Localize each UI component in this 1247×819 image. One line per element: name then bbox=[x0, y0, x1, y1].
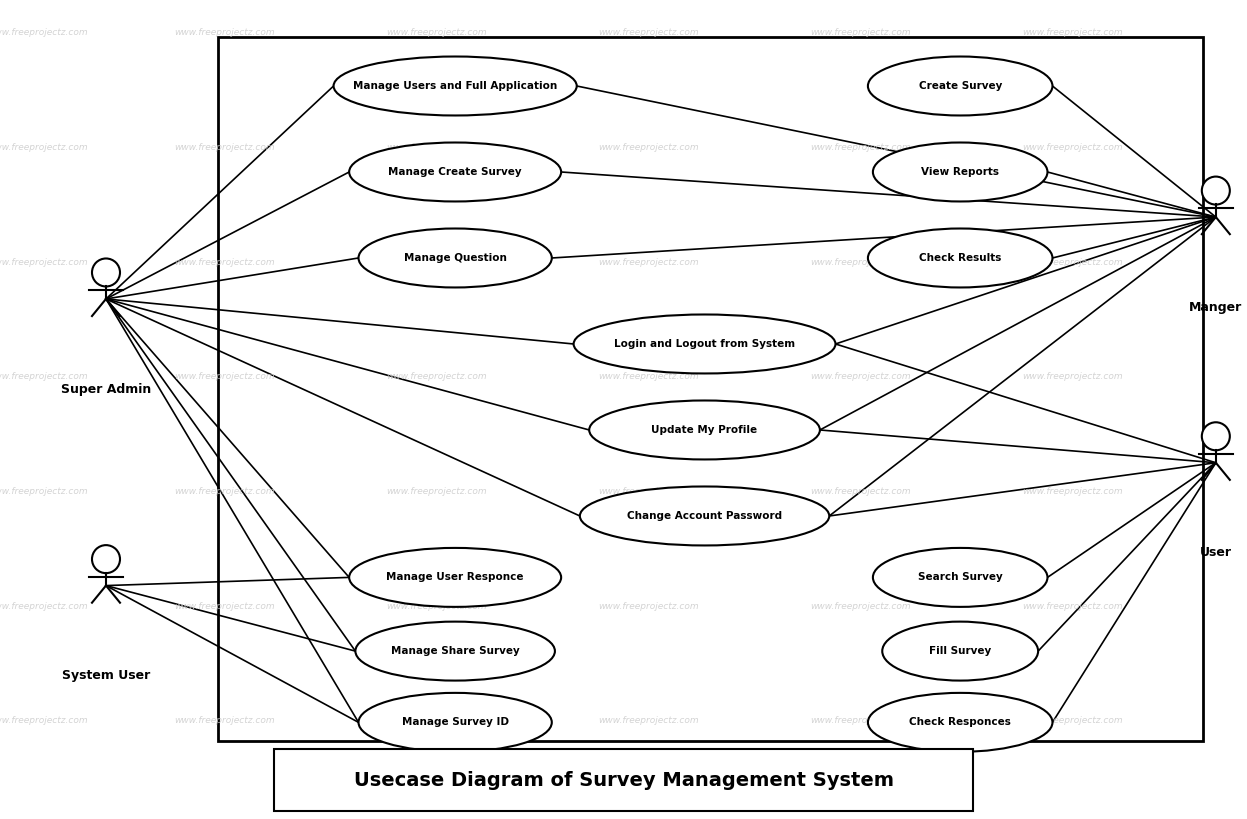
Text: www.freeprojectz.com: www.freeprojectz.com bbox=[175, 717, 274, 725]
Text: www.freeprojectz.com: www.freeprojectz.com bbox=[175, 29, 274, 37]
Text: www.freeprojectz.com: www.freeprojectz.com bbox=[175, 602, 274, 610]
Text: www.freeprojectz.com: www.freeprojectz.com bbox=[599, 602, 698, 610]
Text: www.freeprojectz.com: www.freeprojectz.com bbox=[387, 143, 486, 152]
Text: Fill Survey: Fill Survey bbox=[929, 646, 991, 656]
Text: Change Account Password: Change Account Password bbox=[627, 511, 782, 521]
Text: www.freeprojectz.com: www.freeprojectz.com bbox=[1023, 143, 1122, 152]
Text: www.freeprojectz.com: www.freeprojectz.com bbox=[811, 143, 910, 152]
Text: www.freeprojectz.com: www.freeprojectz.com bbox=[387, 29, 486, 37]
Text: www.freeprojectz.com: www.freeprojectz.com bbox=[0, 717, 87, 725]
Text: www.freeprojectz.com: www.freeprojectz.com bbox=[599, 143, 698, 152]
Text: Manage Create Survey: Manage Create Survey bbox=[388, 167, 522, 177]
Ellipse shape bbox=[574, 314, 835, 373]
Text: www.freeprojectz.com: www.freeprojectz.com bbox=[811, 602, 910, 610]
Text: Manage Share Survey: Manage Share Survey bbox=[390, 646, 520, 656]
Text: www.freeprojectz.com: www.freeprojectz.com bbox=[387, 717, 486, 725]
Text: Usecase Diagram of Survey Management System: Usecase Diagram of Survey Management Sys… bbox=[353, 771, 894, 790]
Text: Create Survey: Create Survey bbox=[919, 81, 1001, 91]
Ellipse shape bbox=[92, 545, 120, 573]
Ellipse shape bbox=[1202, 177, 1230, 205]
Text: www.freeprojectz.com: www.freeprojectz.com bbox=[387, 373, 486, 381]
Text: www.freeprojectz.com: www.freeprojectz.com bbox=[387, 602, 486, 610]
Text: www.freeprojectz.com: www.freeprojectz.com bbox=[1023, 258, 1122, 266]
Text: www.freeprojectz.com: www.freeprojectz.com bbox=[0, 29, 87, 37]
Text: www.freeprojectz.com: www.freeprojectz.com bbox=[1023, 717, 1122, 725]
Text: System User: System User bbox=[62, 669, 150, 682]
Text: Login and Logout from System: Login and Logout from System bbox=[614, 339, 796, 349]
Text: www.freeprojectz.com: www.freeprojectz.com bbox=[811, 487, 910, 495]
Text: Update My Profile: Update My Profile bbox=[651, 425, 758, 435]
Text: User: User bbox=[1200, 546, 1232, 559]
Text: www.freeprojectz.com: www.freeprojectz.com bbox=[387, 487, 486, 495]
Ellipse shape bbox=[359, 229, 551, 287]
Text: www.freeprojectz.com: www.freeprojectz.com bbox=[811, 373, 910, 381]
Text: www.freeprojectz.com: www.freeprojectz.com bbox=[811, 258, 910, 266]
Text: www.freeprojectz.com: www.freeprojectz.com bbox=[0, 602, 87, 610]
Ellipse shape bbox=[92, 259, 120, 287]
Ellipse shape bbox=[883, 622, 1038, 681]
Text: www.freeprojectz.com: www.freeprojectz.com bbox=[599, 258, 698, 266]
Text: www.freeprojectz.com: www.freeprojectz.com bbox=[175, 258, 274, 266]
Ellipse shape bbox=[1202, 423, 1230, 450]
Ellipse shape bbox=[868, 229, 1052, 287]
Text: www.freeprojectz.com: www.freeprojectz.com bbox=[1023, 602, 1122, 610]
Ellipse shape bbox=[359, 693, 551, 752]
Text: www.freeprojectz.com: www.freeprojectz.com bbox=[1023, 373, 1122, 381]
Ellipse shape bbox=[349, 143, 561, 201]
Text: Manger: Manger bbox=[1190, 301, 1242, 314]
Ellipse shape bbox=[334, 57, 576, 115]
Text: www.freeprojectz.com: www.freeprojectz.com bbox=[0, 258, 87, 266]
Ellipse shape bbox=[580, 486, 829, 545]
Text: Manage Users and Full Application: Manage Users and Full Application bbox=[353, 81, 557, 91]
Text: Manage Survey ID: Manage Survey ID bbox=[402, 717, 509, 727]
Text: www.freeprojectz.com: www.freeprojectz.com bbox=[811, 29, 910, 37]
Text: Search Survey: Search Survey bbox=[918, 572, 1003, 582]
Ellipse shape bbox=[873, 143, 1047, 201]
Ellipse shape bbox=[873, 548, 1047, 607]
Text: www.freeprojectz.com: www.freeprojectz.com bbox=[811, 717, 910, 725]
Text: www.freeprojectz.com: www.freeprojectz.com bbox=[0, 373, 87, 381]
Text: www.freeprojectz.com: www.freeprojectz.com bbox=[0, 487, 87, 495]
Text: Super Admin: Super Admin bbox=[61, 382, 151, 396]
Text: www.freeprojectz.com: www.freeprojectz.com bbox=[599, 373, 698, 381]
Text: www.freeprojectz.com: www.freeprojectz.com bbox=[175, 143, 274, 152]
Text: www.freeprojectz.com: www.freeprojectz.com bbox=[1023, 29, 1122, 37]
Text: www.freeprojectz.com: www.freeprojectz.com bbox=[175, 373, 274, 381]
Ellipse shape bbox=[868, 693, 1052, 752]
Text: View Reports: View Reports bbox=[922, 167, 999, 177]
Text: www.freeprojectz.com: www.freeprojectz.com bbox=[387, 258, 486, 266]
FancyBboxPatch shape bbox=[218, 37, 1203, 741]
Ellipse shape bbox=[868, 57, 1052, 115]
Ellipse shape bbox=[355, 622, 555, 681]
Text: www.freeprojectz.com: www.freeprojectz.com bbox=[1023, 487, 1122, 495]
Text: www.freeprojectz.com: www.freeprojectz.com bbox=[599, 487, 698, 495]
Ellipse shape bbox=[589, 400, 821, 459]
Text: Check Responces: Check Responces bbox=[909, 717, 1011, 727]
Text: Manage User Responce: Manage User Responce bbox=[387, 572, 524, 582]
Text: Check Results: Check Results bbox=[919, 253, 1001, 263]
Text: www.freeprojectz.com: www.freeprojectz.com bbox=[0, 143, 87, 152]
FancyBboxPatch shape bbox=[274, 749, 973, 811]
Text: www.freeprojectz.com: www.freeprojectz.com bbox=[175, 487, 274, 495]
Ellipse shape bbox=[349, 548, 561, 607]
Text: www.freeprojectz.com: www.freeprojectz.com bbox=[599, 29, 698, 37]
Text: Manage Question: Manage Question bbox=[404, 253, 506, 263]
Text: www.freeprojectz.com: www.freeprojectz.com bbox=[599, 717, 698, 725]
